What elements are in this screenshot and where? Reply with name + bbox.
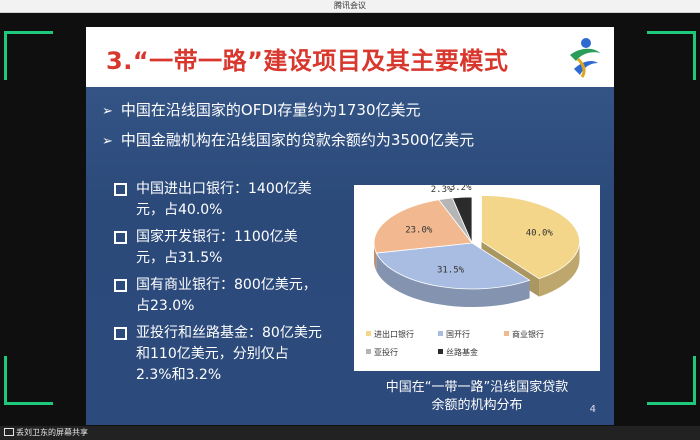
focus-corner-bottom-left xyxy=(4,356,53,405)
screen-share-label: 丢刘卫东的屏幕共享 xyxy=(16,428,88,437)
sub-bullet-aiib-silkroad: 亚投行和丝路基金：80亿美元和110亿美元，分别仅占2.3%和3.2% xyxy=(114,323,324,386)
legend-label-1: 国开行 xyxy=(446,329,470,339)
square-bullet-icon xyxy=(114,279,127,292)
chart-caption-line-2: 余额的机构分布 xyxy=(431,398,523,413)
sub-bullet-cdb: 国家开发银行：1100亿美元，占31.5% xyxy=(114,227,324,269)
slide-title: 3.“一带一路”建设项目及其主要模式 xyxy=(106,47,509,75)
square-bullet-icon xyxy=(114,327,127,340)
pie-data-label-4: 3.2% xyxy=(450,185,472,193)
screen-share-indicator[interactable]: 丢刘卫东的屏幕共享 xyxy=(4,426,88,440)
bullet-text: 中国金融机构在沿线国家的贷款余额约为3500亿美元 xyxy=(120,131,475,149)
legend-swatch-4 xyxy=(438,349,443,354)
bullet-loans: ➢ 中国金融机构在沿线国家的贷款余额约为3500亿美元 xyxy=(102,129,474,150)
square-bullet-icon xyxy=(114,183,127,196)
pie-slice-0 xyxy=(481,195,580,280)
legend-label-3: 亚投行 xyxy=(374,347,398,357)
logo-icon xyxy=(570,38,600,78)
legend-swatch-3 xyxy=(366,349,371,354)
chart-caption-line-1: 中国在“一带一路”沿线国家贷款 xyxy=(385,380,569,395)
sub-bullet-commercial: 国有商业银行：800亿美元，占23.0% xyxy=(114,275,324,317)
bullet-text: 中国在沿线国家的OFDI存量约为1730亿美元 xyxy=(120,101,421,119)
pie-data-label-3: 2.3% xyxy=(431,185,453,195)
legend-swatch-0 xyxy=(366,331,371,336)
pie-slice-side-0 xyxy=(539,241,580,297)
sub-bullet-text: 国家开发银行：1100亿美元，占31.5% xyxy=(136,229,298,266)
pie-chart-panel: 40.0% 31.5% 23.0% 2.3% 3.2% 进出口银行 国开行 商业银行亚投行 丝路… xyxy=(354,183,600,371)
legend-swatch-2 xyxy=(504,331,509,336)
square-bullet-icon xyxy=(114,231,127,244)
bullet-ofdi: ➢ 中国在沿线国家的OFDI存量约为1730亿美元 xyxy=(102,99,421,120)
pie-slice-4 xyxy=(451,196,473,244)
pie-slice-2 xyxy=(373,199,473,254)
chart-caption: 中国在“一带一路”沿线国家贷款 余额的机构分布 xyxy=(354,379,600,415)
window-title: 腾讯会议 xyxy=(334,1,366,10)
screen-share-stage: 3.“一带一路”建设项目及其主要模式 ➢ 中国在沿线国家的OFDI存量约为1730… xyxy=(0,13,700,425)
status-bar: 丢刘卫东的屏幕共享 xyxy=(0,426,700,440)
sub-bullet-text: 国有商业银行：800亿美元，占23.0% xyxy=(136,277,317,314)
pie-slice-side-2 xyxy=(374,243,377,272)
pie-data-label-1: 31.5% xyxy=(437,266,465,276)
focus-corner-top-right xyxy=(647,31,696,80)
presentation-slide: 3.“一带一路”建设项目及其主要模式 ➢ 中国在沿线国家的OFDI存量约为1730… xyxy=(86,27,614,425)
legend-label-0: 进出口银行 xyxy=(374,329,414,339)
pie-slice-side-1 xyxy=(376,253,530,307)
legend-label-4: 丝路基金 xyxy=(446,347,478,357)
sub-bullet-text: 亚投行和丝路基金：80亿美元和110亿美元，分别仅占2.3%和3.2% xyxy=(136,325,322,383)
arrow-icon: ➢ xyxy=(102,134,113,149)
app-titlebar: 腾讯会议 xyxy=(0,0,700,13)
focus-corner-bottom-right xyxy=(647,356,696,405)
sub-bullet-text: 中国进出口银行：1400亿美元，占40.0% xyxy=(136,181,312,218)
pie-data-label-0: 40.0% xyxy=(526,229,554,239)
legend-label-2: 商业银行 xyxy=(512,329,544,339)
sub-bullet-exim: 中国进出口银行：1400亿美元，占40.0% xyxy=(114,179,324,221)
pie-data-label-2: 23.0% xyxy=(405,225,433,235)
legend-swatch-1 xyxy=(438,331,443,336)
focus-corner-top-left xyxy=(4,31,53,80)
screen-share-icon xyxy=(4,428,14,436)
pie-slice-1 xyxy=(375,242,531,290)
slide-page-number: 4 xyxy=(589,404,596,415)
arrow-icon: ➢ xyxy=(102,104,113,119)
slide-header: 3.“一带一路”建设项目及其主要模式 xyxy=(86,27,614,87)
